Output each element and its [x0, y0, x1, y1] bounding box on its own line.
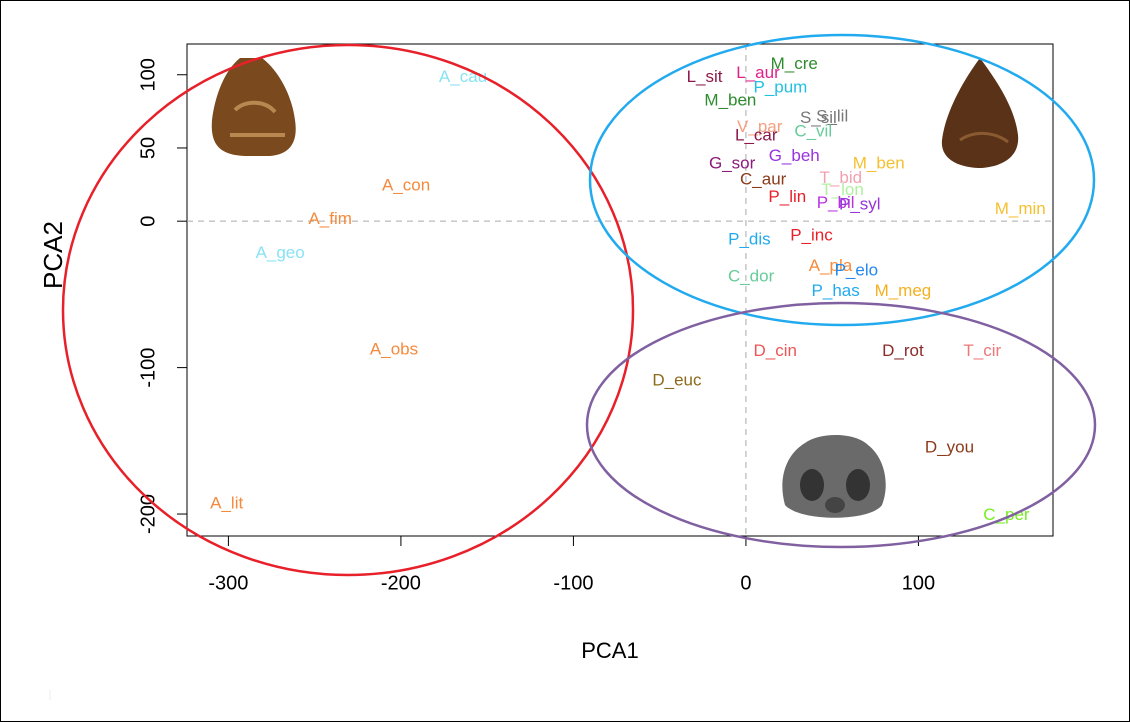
x-tick-label: -300: [208, 572, 248, 594]
point-label: P_pum: [753, 77, 807, 96]
y-tick-label: 100: [137, 58, 159, 91]
point-label: L_sit: [687, 67, 723, 86]
point-label: T_cir: [963, 341, 1001, 360]
x-tick-label: -100: [553, 572, 593, 594]
point-label: A_lit: [210, 493, 243, 512]
point-label: M_ben: [704, 91, 756, 110]
y-tick-label: -100: [137, 348, 159, 388]
point-label: A_cau: [439, 67, 487, 86]
y-axis-label: PCA2: [38, 221, 68, 289]
point-label: C_aur: [740, 170, 787, 189]
point-label: C_per: [983, 505, 1030, 524]
point-label: C_vil: [794, 121, 832, 140]
point-label: M_meg: [875, 281, 932, 300]
point-label: P_dis: [728, 230, 771, 249]
point-label: D_euc: [652, 370, 702, 389]
point-label: C_dor: [728, 266, 775, 285]
point-label: P_syl: [839, 195, 881, 214]
chart: PCA1 PCA2 -300-200-1000100100500-100-200…: [0, 0, 1130, 722]
point-label: A_geo: [256, 243, 305, 262]
point-label: D_rot: [882, 341, 924, 360]
x-axis-label: PCA1: [581, 638, 638, 663]
point-label: G_beh: [769, 146, 820, 165]
point-label: M_min: [995, 199, 1046, 218]
point-label: P_inc: [790, 225, 833, 244]
x-tick-label: 100: [902, 572, 935, 594]
point-label: D_you: [925, 438, 974, 457]
point-label: A_con: [382, 176, 430, 195]
x-tick-label: 0: [740, 572, 751, 594]
point-label: P_elo: [835, 260, 878, 279]
point-label: D_cin: [754, 341, 797, 360]
point-label: P_has: [812, 281, 860, 300]
point-label: P_lin: [768, 187, 806, 206]
point-label: L_car: [735, 126, 778, 145]
point-label: A_obs: [370, 340, 418, 359]
y-tick-label: 50: [137, 137, 159, 159]
point-label: A_fim: [308, 209, 351, 228]
x-tick-label: -200: [381, 572, 421, 594]
y-tick-label: 0: [137, 216, 159, 227]
